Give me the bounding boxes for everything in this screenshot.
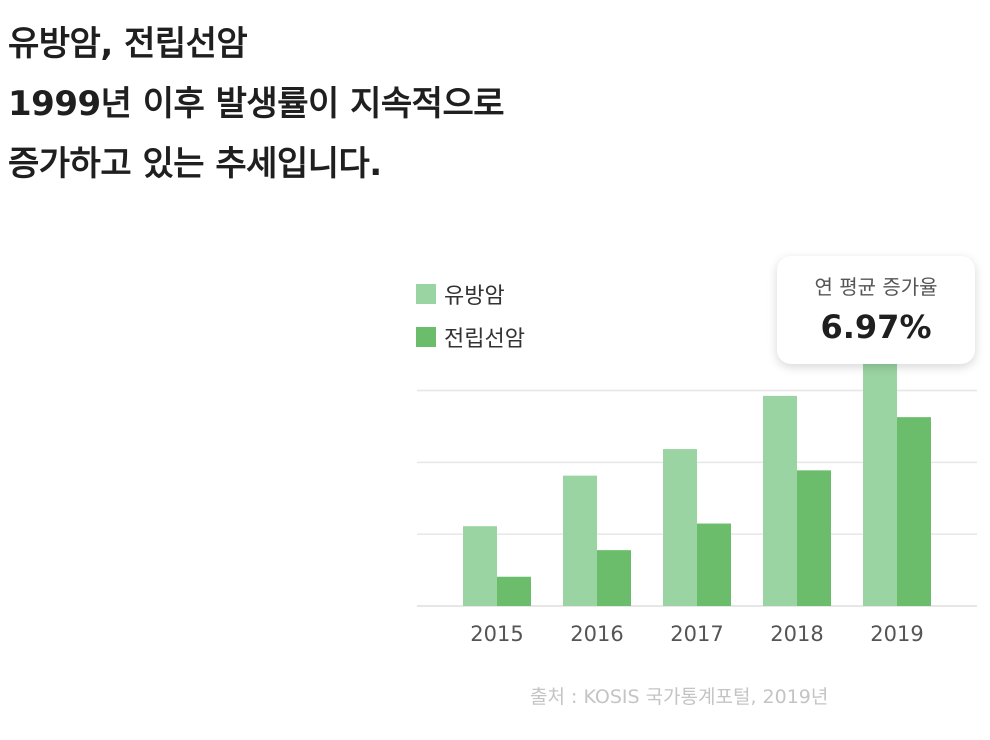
x-tick-label-2017: 2017 (670, 622, 723, 646)
callout-label: 연 평균 증가율 (814, 275, 938, 299)
source-note: 출처 : KOSIS 국가통계포털, 2019년 (530, 686, 829, 708)
x-tick-labels: 2015 2016 2017 2018 2019 (470, 622, 923, 646)
bar-prostate-2016 (597, 550, 631, 606)
bar-prostate-2018 (797, 470, 831, 606)
chart-legend: 유방암 전립선암 (416, 278, 525, 364)
bar-breast-2015 (463, 526, 497, 606)
headline-line-1: 유방암, 전립선암 (8, 24, 248, 64)
legend-item-breast: 유방암 (416, 278, 525, 310)
bar-prostate-2019 (897, 417, 931, 606)
legend-swatch-breast (416, 284, 436, 304)
x-tick-label-2015: 2015 (470, 622, 523, 646)
headline: 유방암, 전립선암 1999년 이후 발생률이 지속적으로 증가하고 있는 추세… (8, 14, 505, 194)
bar-breast-2016 (563, 475, 597, 606)
x-tick-label-2018: 2018 (770, 622, 823, 646)
legend-item-prostate: 전립선암 (416, 321, 525, 353)
bar-breast-2019 (863, 342, 897, 606)
headline-line-2: 1999년 이후 발생률이 지속적으로 (8, 84, 505, 124)
bar-prostate-2017 (697, 523, 731, 606)
growth-rate-callout: 연 평균 증가율 6.97% (777, 256, 975, 364)
legend-label-prostate: 전립선암 (444, 327, 525, 352)
legend-label-breast: 유방암 (444, 284, 505, 309)
x-tick-label-2016: 2016 (570, 622, 623, 646)
bar-breast-2018 (763, 395, 797, 606)
bar-prostate-2015 (497, 576, 531, 606)
bars (463, 342, 931, 606)
callout-value: 6.97% (820, 308, 932, 346)
x-tick-label-2019: 2019 (870, 622, 923, 646)
legend-swatch-prostate (416, 327, 436, 347)
bar-breast-2017 (663, 449, 697, 606)
headline-line-3: 증가하고 있는 추세입니다. (8, 144, 382, 184)
